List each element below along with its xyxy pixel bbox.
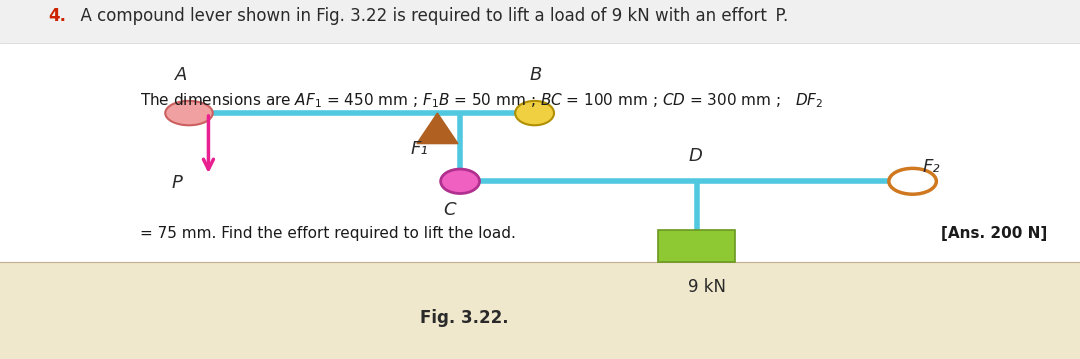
Bar xyxy=(658,230,735,262)
Ellipse shape xyxy=(165,101,213,125)
Text: The dimensions are $AF_1$ = 450 mm ; $F_1B$ = 50 mm ; $BC$ = 100 mm ; $CD$ = 300: The dimensions are $AF_1$ = 450 mm ; $F_… xyxy=(140,91,824,110)
Ellipse shape xyxy=(889,168,936,194)
Text: P: P xyxy=(172,174,183,192)
Text: B: B xyxy=(529,66,542,84)
Ellipse shape xyxy=(515,101,554,125)
Text: C: C xyxy=(443,201,456,219)
Text: = 75 mm. Find the effort required to lift the load.: = 75 mm. Find the effort required to lif… xyxy=(140,226,516,241)
Bar xyxy=(0,0,1080,262)
Bar xyxy=(0,0,1080,43)
Text: [Ans. 200 N]: [Ans. 200 N] xyxy=(942,226,1048,241)
Text: D: D xyxy=(689,147,702,165)
Text: F₁: F₁ xyxy=(410,140,428,158)
Ellipse shape xyxy=(441,169,480,194)
Bar xyxy=(0,262,1080,359)
Text: A: A xyxy=(175,66,188,84)
Text: F₂: F₂ xyxy=(922,158,940,176)
Text: A compound lever shown in Fig. 3.22 is required to lift a load of 9 kN with an e: A compound lever shown in Fig. 3.22 is r… xyxy=(70,7,788,25)
Text: 4.: 4. xyxy=(49,7,67,25)
Polygon shape xyxy=(417,113,458,144)
Text: Fig. 3.22.: Fig. 3.22. xyxy=(420,309,509,327)
Text: 9 kN: 9 kN xyxy=(688,278,727,296)
